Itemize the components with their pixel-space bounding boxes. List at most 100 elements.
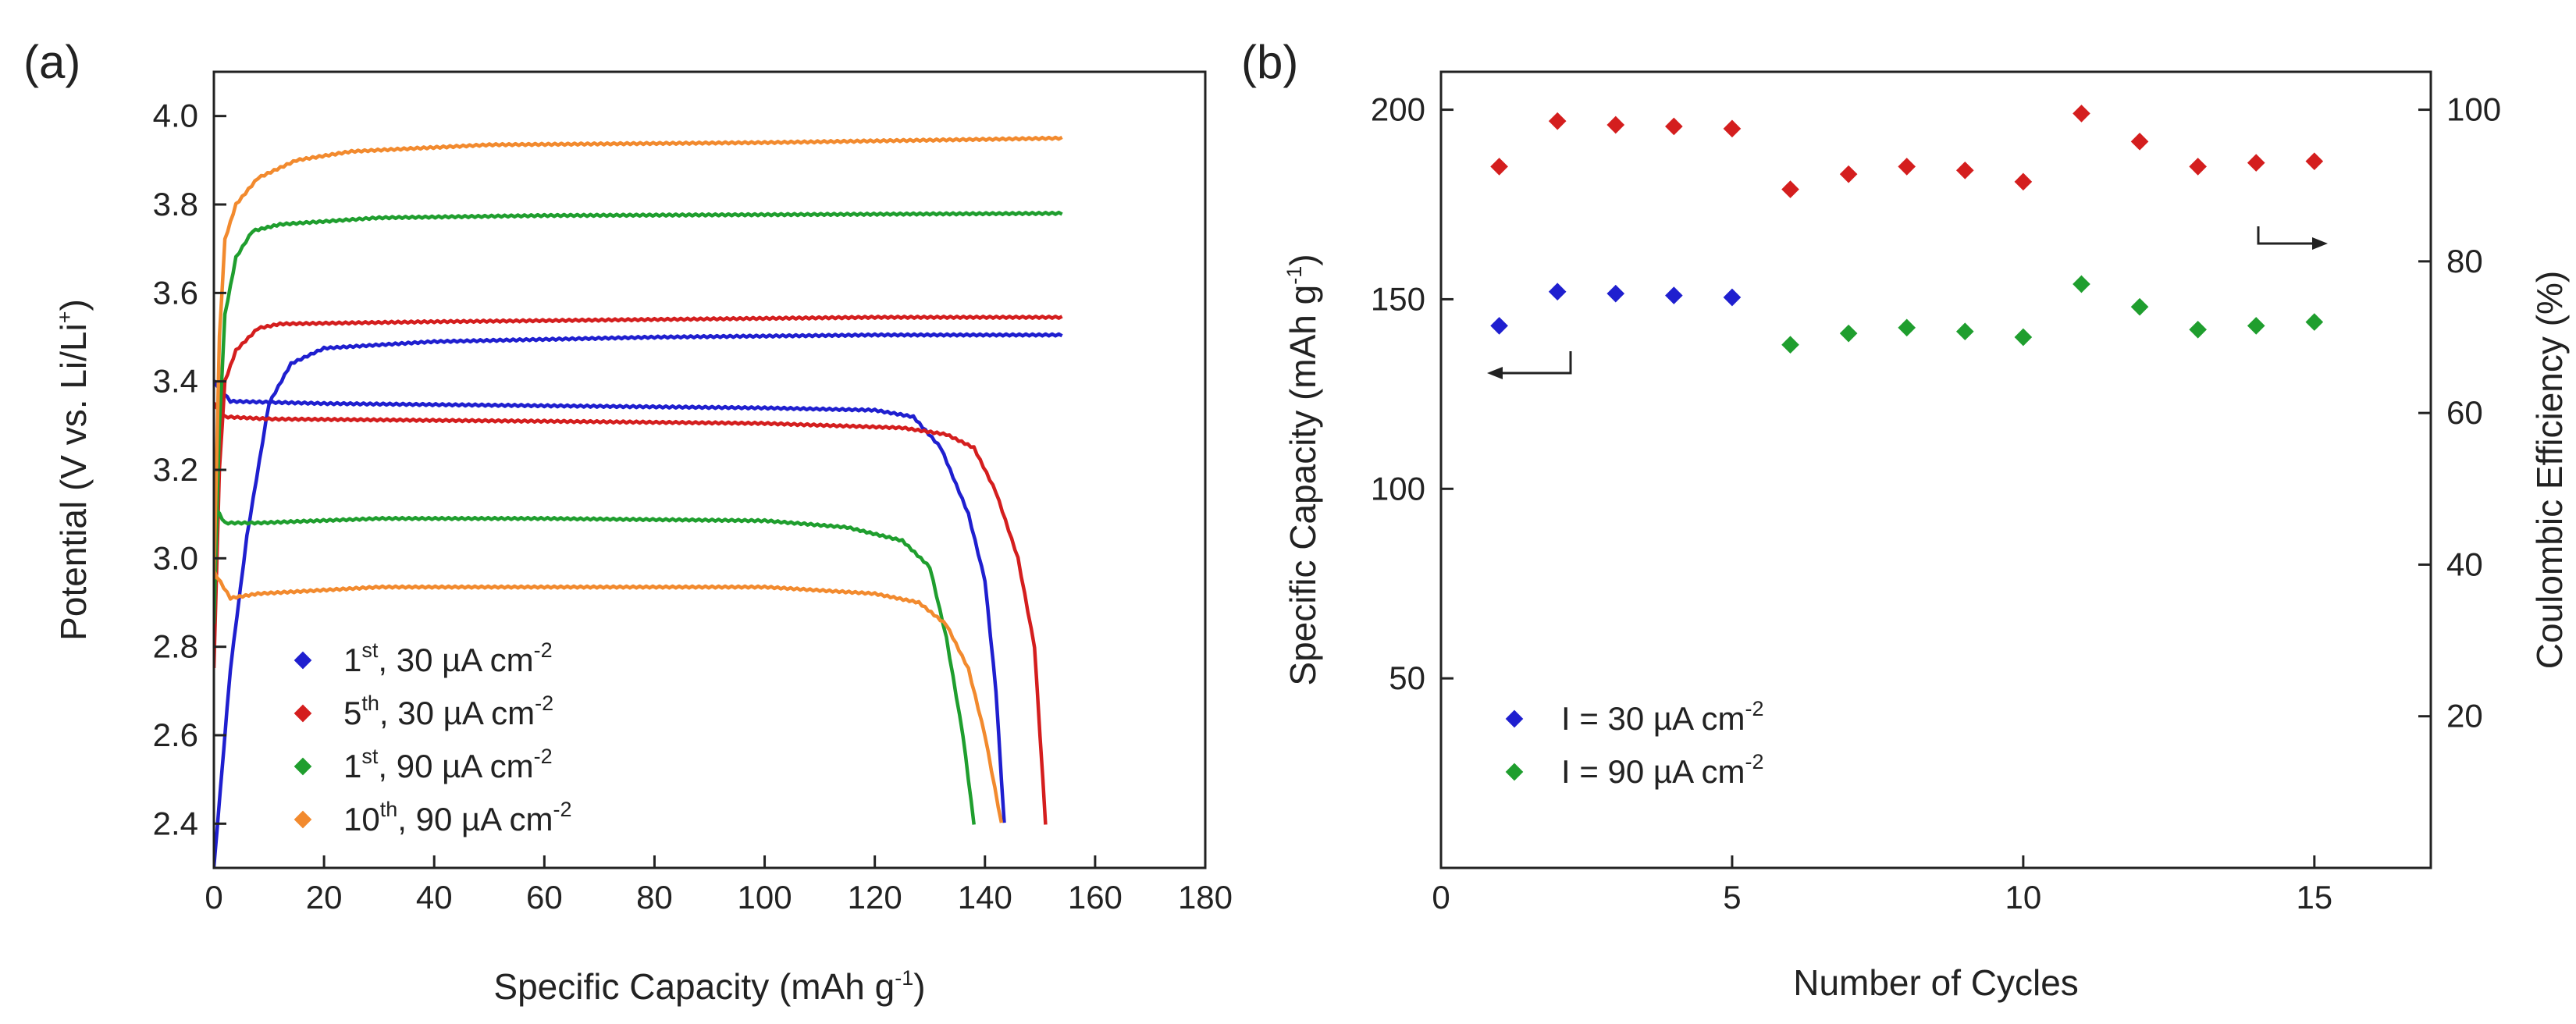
panel-b-x-axis-title: Number of Cycles: [1793, 962, 2079, 1003]
capacity-90ua-point: [2189, 320, 2207, 339]
panel-a-y-ticks: 2.4 2.6 2.8 3.0 3.2 3.4 3.6 3.8 4.0: [153, 98, 226, 841]
panel-a-lines: [214, 135, 1063, 868]
panel-a-x-tick-label: 20: [306, 879, 343, 916]
series-line-3-discharge: [214, 503, 976, 825]
panel-b-legend: I = 30 µA cm-2 I = 90 µA cm-2: [1505, 697, 1764, 790]
panel-a-y-tick-label: 2.4: [153, 805, 198, 841]
legend-marker: [294, 651, 312, 670]
panel-b-right-y-axis-title: Coulombic Efficiency (%): [2529, 271, 2570, 669]
coulombic-efficiency-point: [2189, 158, 2207, 176]
panel-a-y-tick-label: 2.6: [153, 716, 198, 753]
legend-label-1: 1st, 30 µA cm-2: [343, 638, 553, 678]
legend-label-1: I = 30 µA cm-2: [1561, 697, 1764, 737]
capacity-90ua-point: [2014, 328, 2033, 347]
coulombic-efficiency-point: [1723, 119, 1742, 138]
left-axis-pointer-arrow: [1487, 351, 1572, 379]
series-line-4-charge: [214, 135, 1063, 580]
panel-a-x-tick-label: 40: [416, 879, 453, 916]
panel-b-left-y-axis-title: Specific Capacity (mAh g-1): [1283, 254, 1323, 685]
coulombic-efficiency-point: [1548, 112, 1567, 130]
panel-b-right-y-tick-label: 100: [2446, 91, 2501, 128]
panel-b-left-y-tick-label: 200: [1371, 91, 1425, 128]
panel-a-x-tick-label: 0: [205, 879, 222, 916]
panel-b-right-y-ticks: 20 40 60 80 100: [2418, 91, 2501, 734]
legend-label-3: 1st, 90 µA cm-2: [343, 745, 553, 784]
panel-a-x-tick-label: 80: [636, 879, 673, 916]
right-axis-pointer-arrow: [2257, 226, 2328, 250]
legend-marker: [1505, 709, 1524, 728]
panel-b-x-tick-label: 0: [1432, 879, 1450, 916]
coulombic-efficiency-point: [2130, 133, 2149, 151]
capacity-30ua-point: [1665, 286, 1683, 304]
panel-b-frame: [1439, 70, 2432, 869]
panel-b-x-tick-label: 10: [2005, 879, 2042, 916]
panel-b-left-y-tick-label: 100: [1371, 470, 1425, 507]
panel-a-tag: (a): [23, 36, 80, 88]
panel-b-x-tick-label: 15: [2296, 879, 2332, 916]
series-line-2-charge: [214, 315, 1063, 668]
panel-a-y-tick-label: 3.4: [153, 363, 198, 400]
coulombic-efficiency-point: [2305, 152, 2324, 170]
panel-a-y-tick-label: 3.0: [153, 539, 198, 576]
panel-a-x-tick-label: 100: [738, 879, 792, 916]
capacity-30ua-point: [1490, 317, 1508, 335]
capacity-90ua-point: [1781, 336, 1799, 354]
coulombic-efficiency-point: [1665, 117, 1683, 136]
series-line-1-discharge: [214, 379, 1006, 823]
panel-b-points: [1490, 105, 2324, 354]
legend-marker: [1505, 763, 1524, 781]
capacity-90ua-point: [1898, 318, 1916, 337]
panel-a-x-tick-label: 160: [1068, 879, 1123, 916]
series-line-2-discharge: [214, 401, 1048, 825]
coulombic-efficiency-point: [2014, 172, 2033, 191]
coulombic-efficiency-point: [1781, 180, 1799, 198]
panel-b-right-y-tick-label: 80: [2446, 243, 2483, 279]
panel-a-y-axis-title: Potential (V vs. Li/Li+): [53, 299, 94, 641]
panel-a-x-tick-label: 120: [848, 879, 902, 916]
panel-b-left-y-ticks: 50 100 150 200: [1371, 91, 1453, 696]
panel-b-tag: (b): [1241, 36, 1298, 88]
panel-a-y-tick-label: 3.2: [153, 451, 198, 488]
series-line-4-discharge: [214, 570, 1004, 823]
panel-a: (a) 0 20 40 60 80 100 120 140 160 180 2.4 2.6 2.8 3.…: [23, 36, 1233, 1007]
panel-a-x-axis-title: Specific Capacity (mAh g-1): [493, 966, 925, 1007]
panel-b-right-y-tick-label: 20: [2446, 698, 2483, 734]
coulombic-efficiency-point: [2073, 105, 2090, 123]
capacity-90ua-point: [2247, 317, 2265, 335]
panel-a-legend: 1st, 30 µA cm-2 5th, 30 µA cm-2 1st, 90 µA…: [294, 638, 572, 837]
panel-a-x-tick-label: 60: [526, 879, 563, 916]
capacity-30ua-point: [1723, 288, 1742, 307]
legend-label-2: 5th, 30 µA cm-2: [343, 692, 553, 731]
panel-a-y-tick-label: 3.6: [153, 274, 198, 311]
series-line-3-charge: [214, 210, 1063, 624]
panel-b-x-tick-label: 5: [1723, 879, 1741, 916]
capacity-90ua-point: [2305, 313, 2324, 331]
legend-label-2: I = 90 µA cm-2: [1561, 750, 1764, 790]
legend-marker: [294, 757, 312, 776]
capacity-90ua-point: [1839, 324, 1858, 343]
panel-a-x-tick-label: 140: [958, 879, 1012, 916]
coulombic-efficiency-point: [1839, 165, 1858, 183]
coulombic-efficiency-point: [1606, 116, 1625, 134]
legend-label-4: 10th, 90 µA cm-2: [343, 798, 572, 837]
legend-marker: [294, 810, 312, 829]
legend-marker: [294, 704, 312, 723]
panel-a-x-ticks: 0 20 40 60 80 100 120 140 160 180: [205, 855, 1233, 916]
coulombic-efficiency-point: [1955, 161, 1974, 180]
panel-a-y-tick-label: 3.8: [153, 186, 198, 222]
coulombic-efficiency-point: [1898, 158, 1916, 176]
panel-b-left-y-tick-label: 150: [1371, 280, 1425, 317]
capacity-90ua-point: [2130, 297, 2149, 316]
panel-a-x-tick-label: 180: [1178, 879, 1233, 916]
capacity-30ua-point: [1548, 283, 1567, 301]
capacity-30ua-point: [1606, 284, 1625, 303]
panel-a-y-tick-label: 4.0: [153, 98, 198, 134]
panel-b-x-ticks: 0 5 10 15: [1432, 855, 2332, 916]
coulombic-efficiency-point: [2247, 154, 2265, 172]
panel-b-right-y-tick-label: 40: [2446, 546, 2483, 582]
capacity-90ua-point: [2073, 275, 2090, 293]
panel-b: (b) 0 5 10 15 50 100 150 200 20 40 60 80 100 Numbe…: [1241, 36, 2570, 1003]
panel-b-left-y-tick-label: 50: [1389, 660, 1425, 696]
panel-b-right-y-tick-label: 60: [2446, 394, 2483, 431]
